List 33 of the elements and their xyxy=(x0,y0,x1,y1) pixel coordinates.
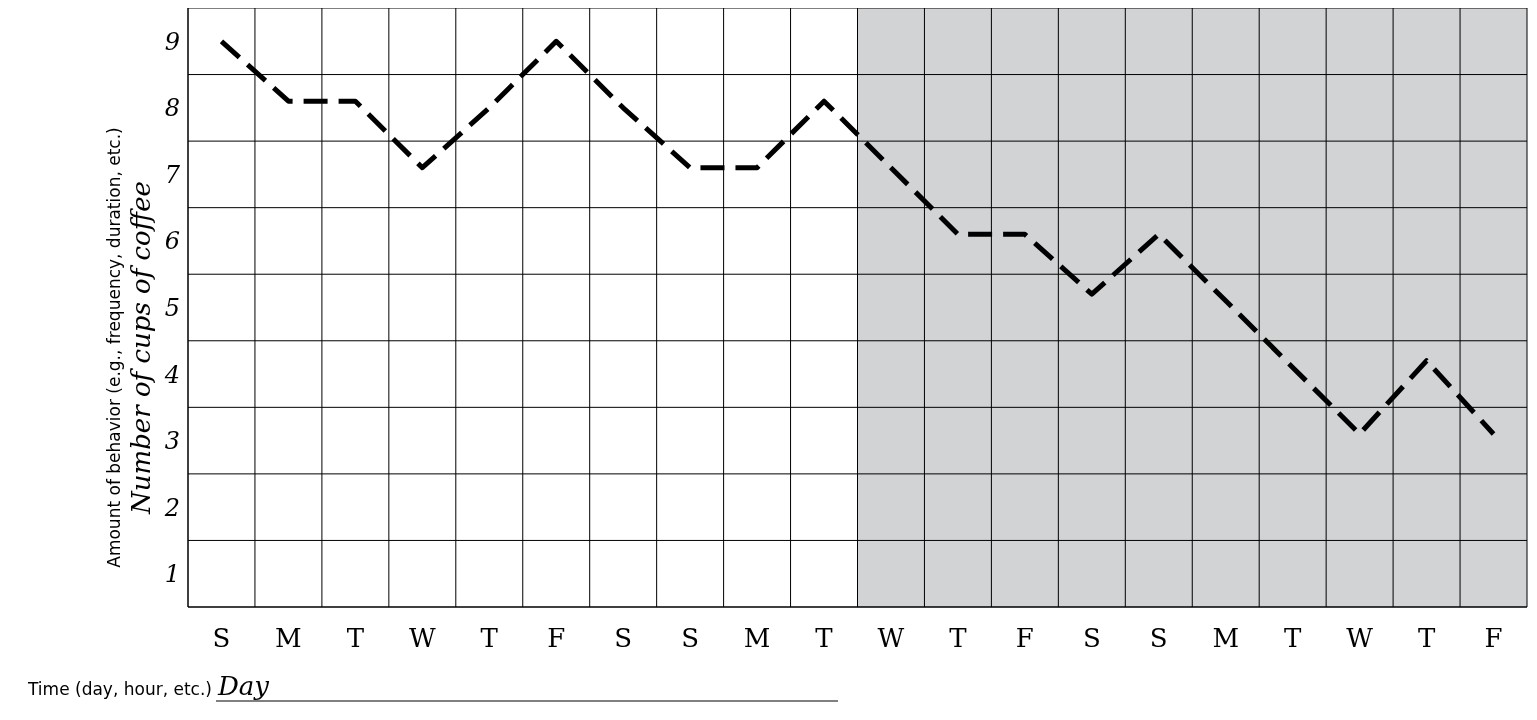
y-tick-label: 1 xyxy=(164,560,180,589)
text: Day xyxy=(217,671,270,701)
y-tick-label: 7 xyxy=(164,160,181,189)
x-tick-label: T xyxy=(1417,623,1436,654)
y-tick-label: 5 xyxy=(164,294,180,323)
y-tick-label: 2 xyxy=(163,493,180,522)
y-tick-label: 9 xyxy=(164,27,180,56)
x-tick-label: T xyxy=(480,623,499,654)
x-tick-label: W xyxy=(1346,623,1374,654)
y-tick-label: 8 xyxy=(164,94,180,123)
y-tick-label: 3 xyxy=(164,427,180,456)
x-tick-label: F xyxy=(547,623,566,654)
x-tick-label: S xyxy=(1149,623,1168,654)
x-tick-label: T xyxy=(815,623,834,654)
x-tick-label: W xyxy=(408,623,436,654)
y-tick-label: 4 xyxy=(163,360,180,389)
text: Number of cups of coffee xyxy=(126,181,156,515)
x-tick-label: T xyxy=(346,623,365,654)
x-tick-label: W xyxy=(877,623,905,654)
x-axis-title: Time (day, hour, etc.) xyxy=(27,679,212,699)
y-axis-title: Amount of behavior (e.g., frequency, duration, etc.) xyxy=(104,127,124,568)
x-tick-label: S xyxy=(681,623,700,654)
x-tick-label: F xyxy=(1484,623,1503,654)
x-tick-label: M xyxy=(743,623,771,654)
x-tick-label: M xyxy=(1212,623,1240,654)
x-tick-label: S xyxy=(1082,623,1101,654)
x-tick-label: F xyxy=(1015,623,1034,654)
x-tick-label: T xyxy=(949,623,968,654)
x-tick-label: T xyxy=(1284,623,1302,654)
x-tick-label: M xyxy=(275,623,302,654)
x-tick-label: S xyxy=(212,623,231,654)
y-tick-label: 6 xyxy=(164,227,180,256)
x-tick-label: S xyxy=(614,623,633,654)
